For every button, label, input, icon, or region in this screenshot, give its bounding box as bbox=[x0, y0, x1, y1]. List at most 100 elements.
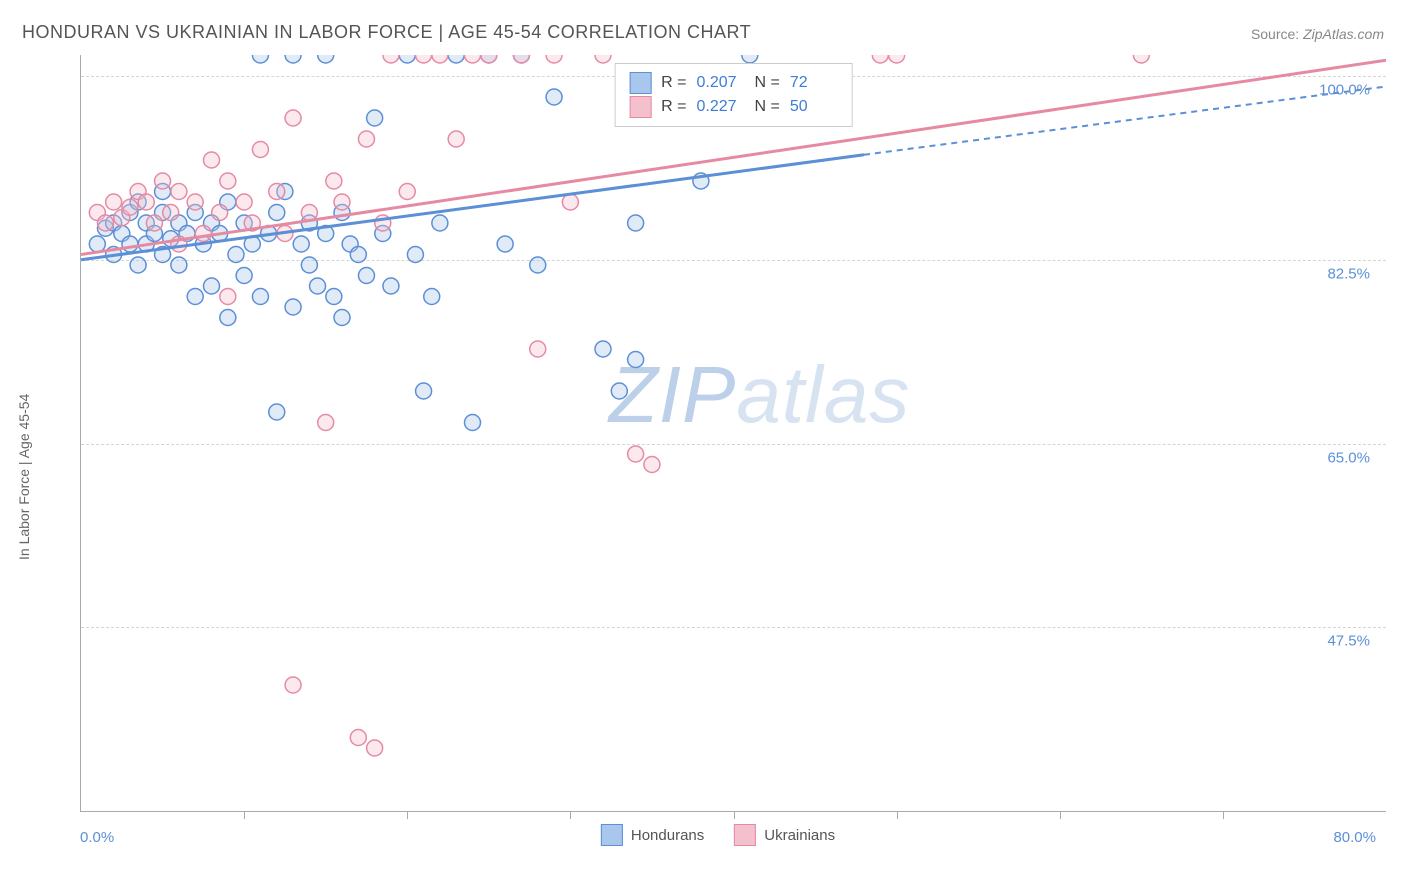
data-point bbox=[497, 236, 513, 252]
data-point bbox=[220, 310, 236, 326]
chart-container: ZIPatlas R =0.207N =72R =0.227N =50 100.… bbox=[50, 55, 1386, 842]
data-point bbox=[530, 341, 546, 357]
data-point bbox=[269, 184, 285, 200]
data-point bbox=[432, 55, 448, 63]
y-axis-label: In Labor Force | Age 45-54 bbox=[16, 394, 32, 560]
data-point bbox=[513, 55, 529, 63]
data-point bbox=[1133, 55, 1149, 63]
data-point bbox=[220, 289, 236, 305]
source-value: ZipAtlas.com bbox=[1303, 26, 1384, 42]
legend-row: R =0.227N =50 bbox=[629, 96, 838, 118]
data-point bbox=[326, 173, 342, 189]
legend-swatch bbox=[734, 824, 756, 846]
legend-r-label: R = bbox=[661, 98, 686, 116]
data-point bbox=[367, 110, 383, 126]
data-point bbox=[399, 55, 415, 63]
x-tick bbox=[570, 811, 571, 819]
data-point bbox=[628, 352, 644, 368]
data-point bbox=[872, 55, 888, 63]
legend-item: Ukrainians bbox=[734, 824, 835, 846]
data-point bbox=[350, 247, 366, 263]
data-point bbox=[187, 289, 203, 305]
legend-n-value: 72 bbox=[790, 74, 838, 92]
data-point bbox=[106, 194, 122, 210]
data-point bbox=[546, 89, 562, 105]
data-point bbox=[171, 257, 187, 273]
data-point bbox=[628, 446, 644, 462]
data-point bbox=[269, 404, 285, 420]
data-point bbox=[424, 289, 440, 305]
data-point bbox=[163, 205, 179, 221]
data-point bbox=[334, 194, 350, 210]
data-point bbox=[481, 55, 497, 63]
data-point bbox=[889, 55, 905, 63]
regression-line-extrapolated bbox=[864, 87, 1386, 155]
data-point bbox=[611, 383, 627, 399]
data-point bbox=[628, 215, 644, 231]
x-tick bbox=[244, 811, 245, 819]
legend-item: Hondurans bbox=[601, 824, 704, 846]
legend-r-value: 0.227 bbox=[697, 98, 745, 116]
series-legend: Hondurans Ukrainians bbox=[601, 824, 835, 846]
data-point bbox=[171, 184, 187, 200]
source-label: Source: bbox=[1251, 26, 1299, 42]
data-point bbox=[530, 257, 546, 273]
data-point bbox=[187, 194, 203, 210]
data-point bbox=[204, 278, 220, 294]
legend-r-value: 0.207 bbox=[697, 74, 745, 92]
data-point bbox=[383, 55, 399, 63]
data-point bbox=[465, 415, 481, 431]
data-point bbox=[155, 173, 171, 189]
data-point bbox=[383, 278, 399, 294]
legend-label: Hondurans bbox=[631, 827, 704, 844]
legend-n-label: N = bbox=[755, 74, 780, 92]
data-point bbox=[546, 55, 562, 63]
data-point bbox=[399, 184, 415, 200]
data-point bbox=[285, 55, 301, 63]
data-point bbox=[293, 236, 309, 252]
data-point bbox=[358, 268, 374, 284]
data-point bbox=[252, 55, 268, 63]
legend-swatch bbox=[629, 96, 651, 118]
data-point bbox=[448, 55, 464, 63]
data-point bbox=[252, 289, 268, 305]
data-point bbox=[252, 142, 268, 158]
correlation-legend: R =0.207N =72R =0.227N =50 bbox=[614, 63, 853, 127]
data-point bbox=[285, 110, 301, 126]
data-point bbox=[228, 247, 244, 263]
data-point bbox=[448, 131, 464, 147]
data-point bbox=[416, 55, 432, 63]
data-point bbox=[562, 194, 578, 210]
legend-swatch bbox=[601, 824, 623, 846]
x-tick bbox=[1060, 811, 1061, 819]
legend-label: Ukrainians bbox=[764, 827, 835, 844]
plot-area: ZIPatlas R =0.207N =72R =0.227N =50 100.… bbox=[80, 55, 1386, 812]
data-point bbox=[326, 289, 342, 305]
legend-n-value: 50 bbox=[790, 98, 838, 116]
data-point bbox=[138, 194, 154, 210]
data-point bbox=[742, 55, 758, 63]
data-point bbox=[89, 236, 105, 252]
data-point bbox=[301, 205, 317, 221]
data-point bbox=[122, 236, 138, 252]
x-axis-max-label: 80.0% bbox=[1333, 829, 1376, 846]
data-point bbox=[416, 383, 432, 399]
x-tick bbox=[1223, 811, 1224, 819]
data-point bbox=[318, 55, 334, 63]
data-point bbox=[236, 194, 252, 210]
data-point bbox=[301, 257, 317, 273]
data-point bbox=[269, 205, 285, 221]
scatter-svg bbox=[81, 55, 1386, 811]
data-point bbox=[367, 740, 383, 756]
chart-title: HONDURAN VS UKRAINIAN IN LABOR FORCE | A… bbox=[22, 22, 751, 43]
data-point bbox=[285, 677, 301, 693]
data-point bbox=[318, 415, 334, 431]
data-point bbox=[358, 131, 374, 147]
data-point bbox=[212, 205, 228, 221]
data-point bbox=[310, 278, 326, 294]
source-attribution: Source: ZipAtlas.com bbox=[1251, 26, 1384, 42]
data-point bbox=[334, 310, 350, 326]
legend-row: R =0.207N =72 bbox=[629, 72, 838, 94]
data-point bbox=[644, 457, 660, 473]
data-point bbox=[407, 247, 423, 263]
